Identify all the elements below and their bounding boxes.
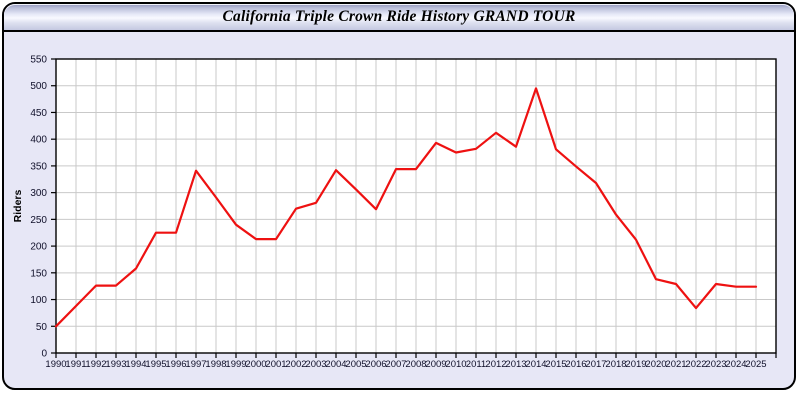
title-bar: California Triple Crown Ride History GRA… [4,4,794,32]
chart-panel: California Triple Crown Ride History GRA… [2,2,796,390]
page-title: California Triple Crown Ride History GRA… [222,8,576,25]
